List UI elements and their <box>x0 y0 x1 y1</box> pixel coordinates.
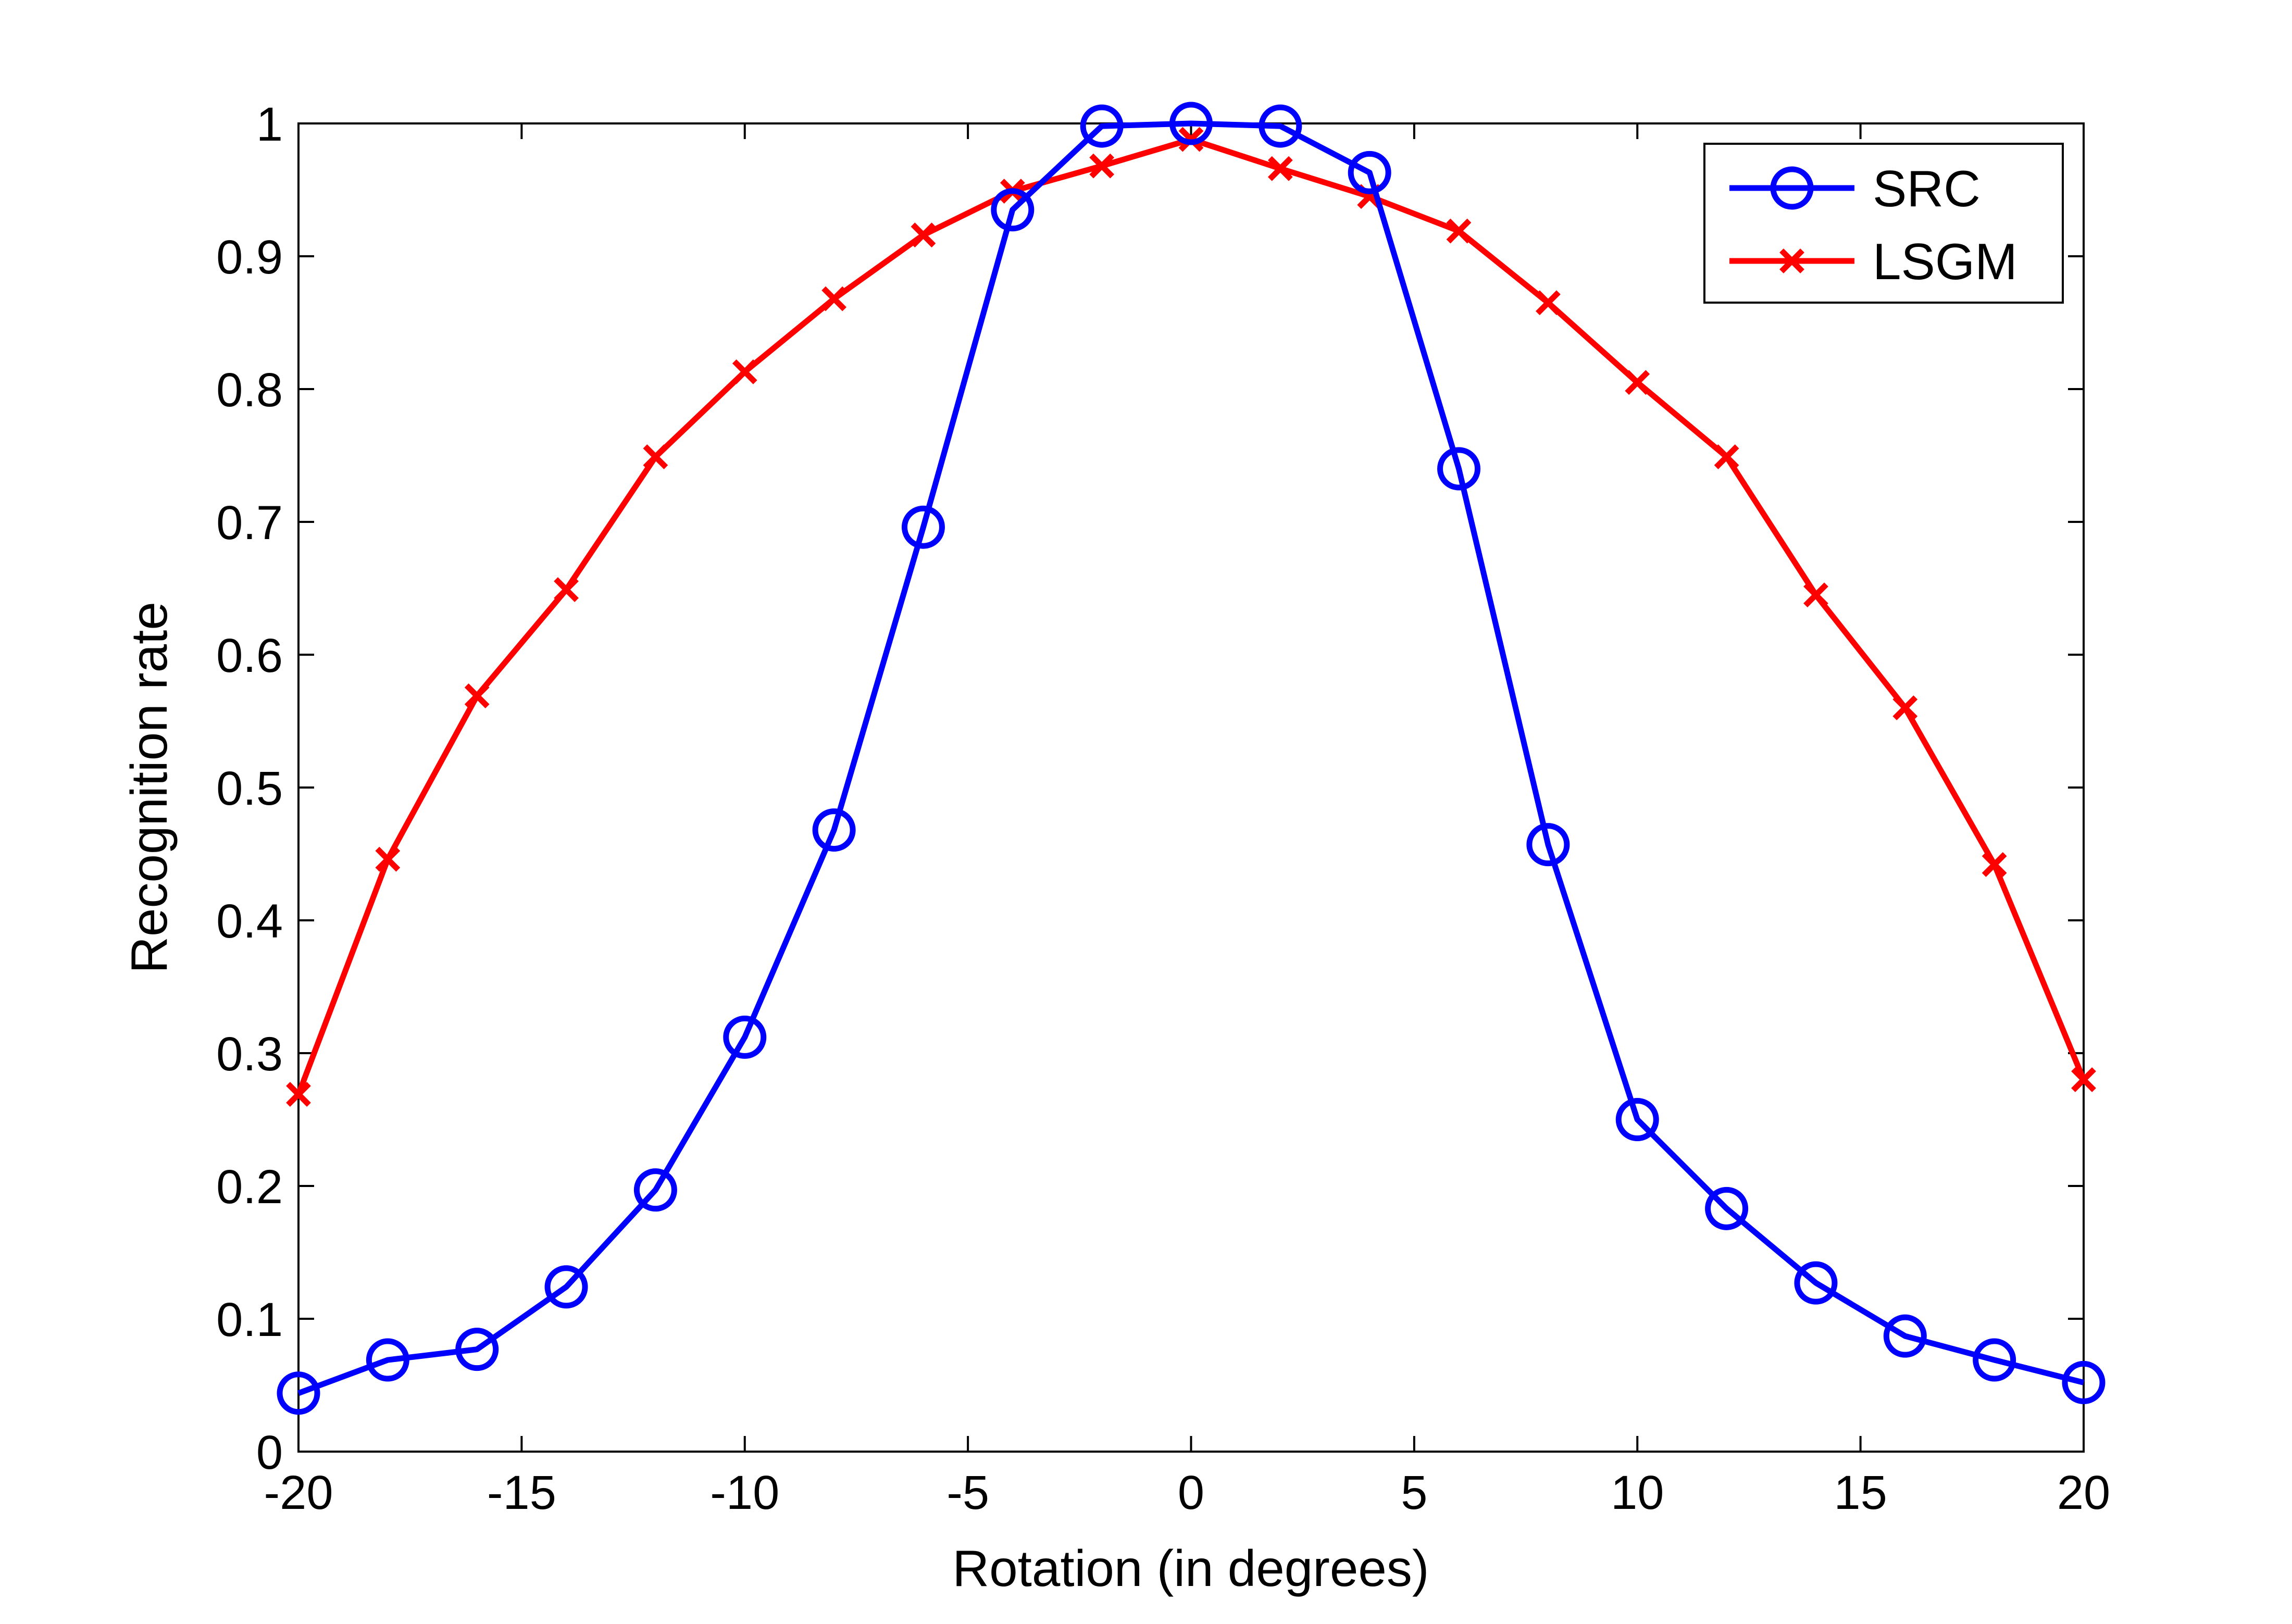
y-tick-label: 0 <box>256 1426 283 1479</box>
data-point-src <box>633 1168 677 1212</box>
y-tick-label: 0.5 <box>216 762 283 815</box>
data-point-lsgm <box>1892 695 1918 720</box>
y-tick-label: 0.9 <box>216 231 283 284</box>
data-point-lsgm <box>464 683 490 708</box>
legend-marker-src <box>1770 166 1814 210</box>
data-point-lsgm <box>2071 1067 2096 1092</box>
series-src <box>277 102 2106 1415</box>
x-tick-label: 15 <box>1834 1466 1887 1519</box>
data-point-src <box>1883 1314 1927 1358</box>
legend-label-src: SRC <box>1873 160 1980 217</box>
data-point-src <box>1705 1186 1749 1230</box>
x-axis-label: Rotation (in degrees) <box>952 1540 1429 1597</box>
y-tick-label: 0.6 <box>216 629 283 682</box>
data-point-lsgm <box>1625 370 1650 395</box>
legend: SRC LSGM <box>1703 143 2064 304</box>
data-point-src <box>723 1015 767 1059</box>
data-point-src <box>455 1328 499 1371</box>
data-point-lsgm <box>1267 156 1293 181</box>
data-point-src <box>366 1338 409 1382</box>
y-tick-label: 0.3 <box>216 1028 283 1081</box>
data-point-lsgm <box>1089 153 1115 179</box>
x-tick-label: -5 <box>946 1466 989 1519</box>
data-point-src <box>1973 1338 2016 1382</box>
data-point-lsgm <box>732 359 757 384</box>
x-tick-label: 20 <box>2057 1466 2110 1519</box>
data-point-lsgm <box>821 286 846 311</box>
data-point-lsgm <box>1714 444 1739 469</box>
data-point-lsgm <box>554 577 579 602</box>
data-point-src <box>1169 102 1213 145</box>
data-point-lsgm <box>643 444 668 469</box>
data-point-lsgm <box>286 1082 311 1107</box>
data-point-src <box>1615 1098 1659 1141</box>
legend-label-lsgm: LSGM <box>1873 233 2017 290</box>
legend-box <box>1703 143 2064 304</box>
data-point-src <box>812 808 856 852</box>
data-point-src <box>544 1265 588 1309</box>
data-point-src <box>1259 104 1302 148</box>
data-point-src <box>277 1371 320 1415</box>
data-point-src <box>1794 1261 1838 1305</box>
data-point-src <box>1526 823 1570 867</box>
data-point-lsgm <box>911 222 936 248</box>
data-point-src <box>1080 104 1124 148</box>
data-point-src <box>2062 1360 2106 1404</box>
series-line-src <box>297 120 2085 1396</box>
legend-marker-lsgm <box>1779 248 1804 273</box>
data-point-lsgm <box>375 846 401 872</box>
data-point-lsgm <box>1536 290 1561 316</box>
y-tick-label: 0.4 <box>216 895 283 948</box>
x-tick-label: -10 <box>710 1466 779 1519</box>
x-tick-label: 0 <box>1178 1466 1204 1519</box>
y-tick-label: 0.7 <box>216 496 283 549</box>
plot-area <box>297 122 2085 1453</box>
y-tick-label: 1 <box>256 98 283 151</box>
data-point-src <box>991 188 1035 232</box>
data-point-src <box>901 505 945 549</box>
data-point-src <box>1348 151 1391 194</box>
data-point-lsgm <box>1803 582 1828 608</box>
x-tick-label: 10 <box>1611 1466 1664 1519</box>
y-axis-label: Recognition rate <box>120 602 178 973</box>
data-point-src <box>1437 447 1481 491</box>
y-tick-label: 0.2 <box>216 1160 283 1214</box>
x-tick-label: -20 <box>264 1466 333 1519</box>
data-point-lsgm <box>1446 218 1472 244</box>
y-tick-label: 0.8 <box>216 364 283 417</box>
data-point-lsgm <box>1982 852 2007 877</box>
x-tick-label: 5 <box>1401 1466 1427 1519</box>
y-tick-label: 0.1 <box>216 1293 283 1346</box>
x-tick-label: -15 <box>487 1466 556 1519</box>
